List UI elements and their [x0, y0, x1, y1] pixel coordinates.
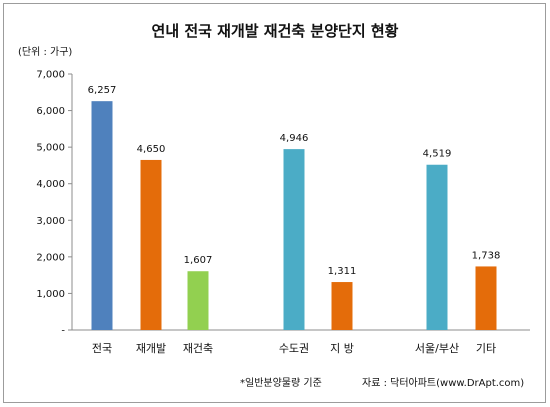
y-tick-label: - [61, 326, 65, 337]
bars-group [91, 101, 497, 330]
category-label: 재건축 [183, 342, 213, 355]
chart-title: 연내 전국 재개발 재건축 분양단지 현황 [152, 22, 399, 40]
data-label: 4,946 [280, 133, 309, 144]
data-label: 4,650 [137, 144, 166, 155]
unit-label: (단위 : 가구) [18, 45, 72, 58]
category-label: 수도권 [279, 342, 309, 355]
category-label: 지 방 [330, 342, 354, 355]
bar [187, 271, 209, 330]
data-label: 1,738 [472, 250, 501, 261]
category-label: 전국 [92, 342, 112, 355]
data-label: 1,607 [184, 255, 213, 266]
y-tick-label: 2,000 [36, 252, 65, 263]
footnote: *일반분양물량 기준 [240, 377, 322, 389]
y-tick-label: 6,000 [36, 106, 65, 117]
category-label: 재개발 [136, 342, 166, 355]
y-tick-label: 7,000 [36, 70, 65, 81]
category-labels-group: 전국 재개발 재건축 수도권 지 방 서울/부산 기타 [92, 342, 496, 355]
y-tick-label: 4,000 [36, 179, 65, 190]
bar [426, 164, 448, 330]
data-label: 6,257 [88, 85, 117, 96]
data-label: 4,519 [423, 149, 452, 160]
y-tick-label: 1,000 [36, 289, 65, 300]
data-labels-group: 6,257 4,650 1,607 4,946 1,311 4,519 1,738 [88, 85, 501, 277]
source-note: 자료 : 닥터아파트(www.DrApt.com) [362, 377, 524, 389]
category-label: 서울/부산 [415, 342, 459, 355]
bar [140, 159, 162, 330]
bar [283, 149, 305, 330]
y-tick-label: 3,000 [36, 216, 65, 227]
bar [331, 282, 353, 330]
chart-frame [3, 3, 546, 403]
bar [475, 266, 497, 330]
y-tick-label: 5,000 [36, 143, 65, 154]
bar [91, 101, 113, 330]
category-label: 기타 [476, 342, 496, 355]
data-label: 1,311 [328, 266, 357, 277]
